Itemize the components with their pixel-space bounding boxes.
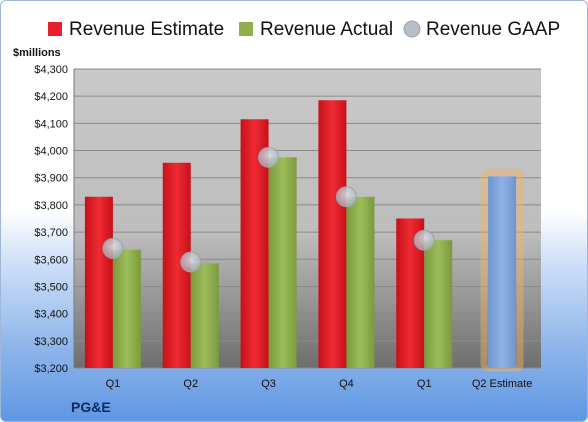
x-tick-label: Q3 [261,378,276,390]
y-tick-label: $4,000 [34,146,68,158]
legend-label: Revenue GAAP [426,19,560,40]
x-tick-label: Q1 [106,378,121,390]
y-tick-label: $4,300 [34,64,68,76]
bar-revenue-actual [268,157,297,368]
x-tick-label: Q4 [339,378,354,390]
legend-swatch [239,22,253,36]
legend-label: Revenue Estimate [69,19,224,40]
gaap-marker [413,229,435,251]
bars [84,100,524,372]
gaap-markers [102,146,435,273]
legend-swatch [403,20,421,38]
y-tick-label: $3,400 [34,309,68,321]
gaap-marker [335,186,357,208]
y-unit-label: $millions [13,47,61,59]
bar-revenue-actual [346,196,375,368]
y-tick-label: $4,100 [34,118,68,130]
legend-swatch [48,22,62,36]
y-tick-label: $4,200 [34,91,68,103]
legend: Revenue Estimate Revenue Actual Revenue GA… [48,19,560,40]
bar-revenue-actual [424,240,453,368]
x-tick-label: Q2 Estimate [472,378,533,390]
bar-revenue-actual-estimate [488,176,517,368]
y-tick-label: $3,500 [34,281,68,293]
gridlines [74,68,541,369]
y-tick-label: $3,700 [34,227,68,239]
bar-revenue-actual [190,263,219,368]
y-axis: $3,200 $3,300 $3,400 $3,500 $3,600 $3,700 $3,8… [34,64,75,375]
y-tick-label: $3,300 [34,336,68,348]
gaap-marker [258,146,280,168]
y-tick-label: $3,900 [34,173,68,185]
y-tick-label: $3,800 [34,200,68,212]
gaap-marker [102,237,124,259]
x-tick-label: Q1 [417,378,432,390]
company-name: PG&E [71,399,111,415]
x-tick-label: Q2 [183,378,198,390]
bar-revenue-actual [112,249,141,368]
x-axis: Q1 Q2 Q3 Q4 Q1 Q2 Estimate [106,378,533,390]
gaap-marker [180,251,202,273]
y-tick-label: $3,600 [34,254,68,266]
bar-revenue-estimate [84,196,113,368]
plot-area [74,69,541,368]
legend-label: Revenue Actual [260,19,393,40]
y-tick-label: $3,200 [34,363,68,375]
bar-revenue-estimate [318,100,347,368]
